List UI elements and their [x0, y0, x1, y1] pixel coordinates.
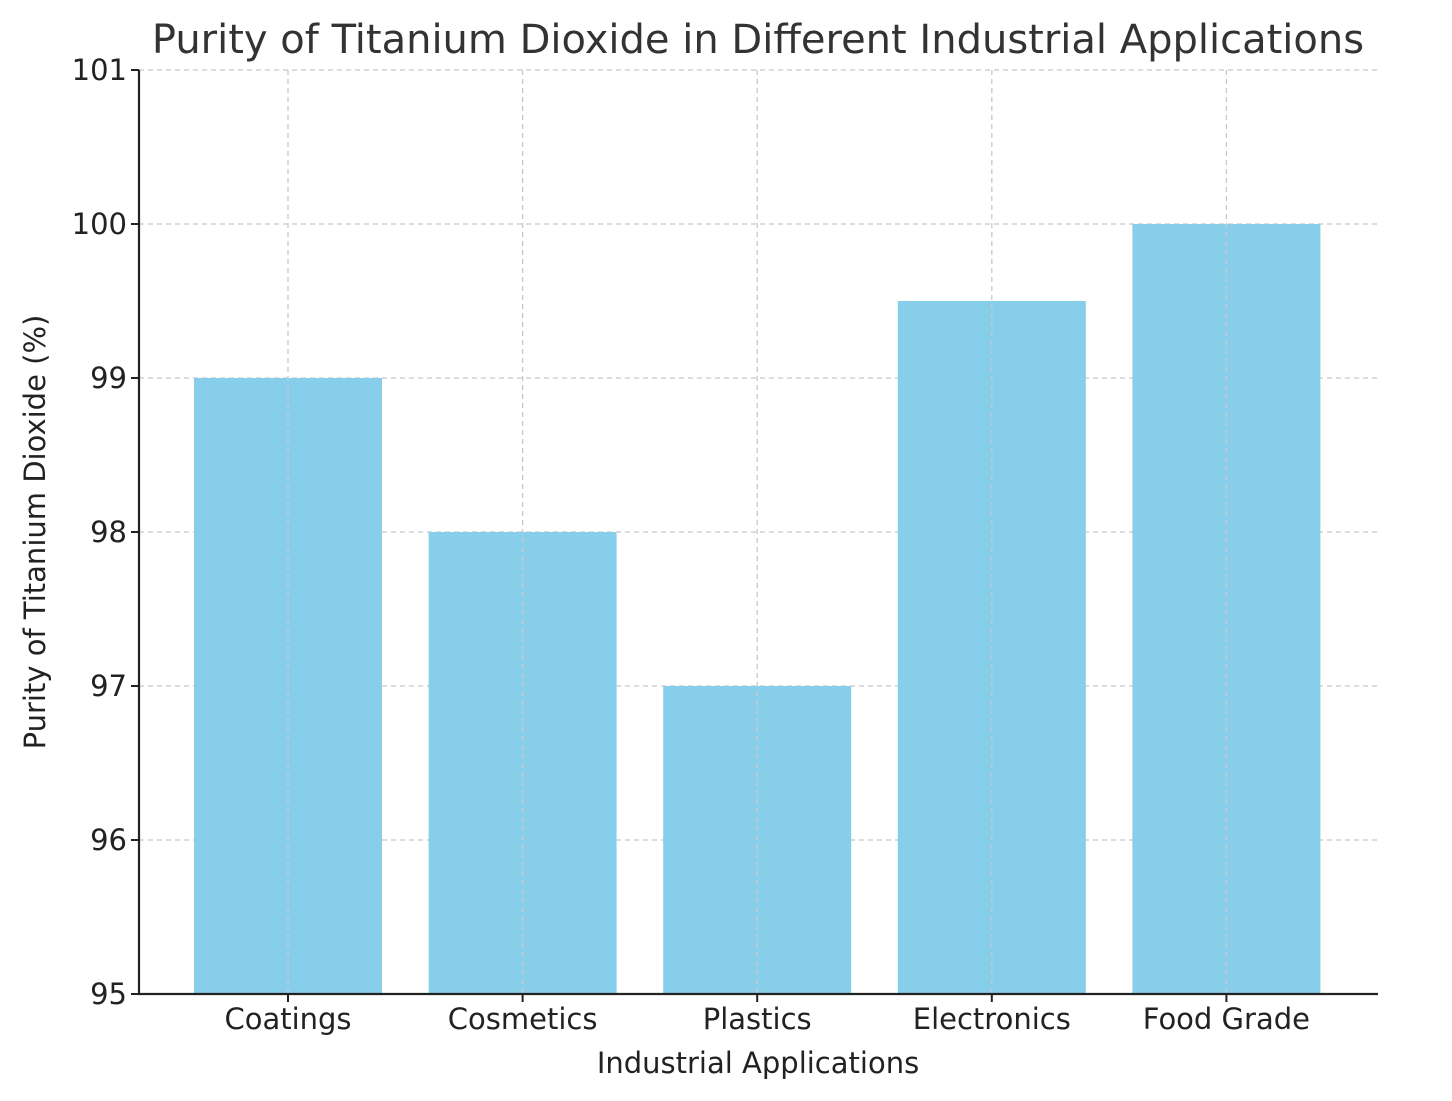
x-tick-label: Food Grade [1143, 1002, 1310, 1036]
y-tick-label: 100 [72, 207, 127, 241]
y-tick-label: 95 [90, 977, 127, 1011]
y-tick-label: 96 [90, 823, 127, 857]
y-axis-ticks: 95 96 97 98 99 100 101 [72, 53, 139, 1011]
y-tick-label: 101 [72, 53, 127, 87]
bar [1132, 224, 1321, 994]
x-axis-label: Industrial Applications [597, 1046, 919, 1080]
x-axis-ticks: Coatings Cosmetics Plastics Electronics Food… [224, 994, 1310, 1036]
y-tick-label: 97 [90, 669, 127, 703]
y-axis-label: Purity of Titanium Dioxide (%) [18, 315, 52, 750]
bars-layer [194, 224, 1321, 994]
x-tick-label: Coatings [224, 1002, 351, 1036]
y-tick-label: 99 [90, 361, 127, 395]
x-tick-label: Cosmetics [448, 1002, 598, 1036]
chart-title: Purity of Titanium Dioxide in Different … [152, 17, 1364, 63]
x-tick-label: Electronics [913, 1002, 1071, 1036]
vertical-grid-layer [287, 70, 1228, 994]
y-tick-label: 98 [90, 515, 127, 549]
x-tick-label: Plastics [703, 1002, 812, 1036]
